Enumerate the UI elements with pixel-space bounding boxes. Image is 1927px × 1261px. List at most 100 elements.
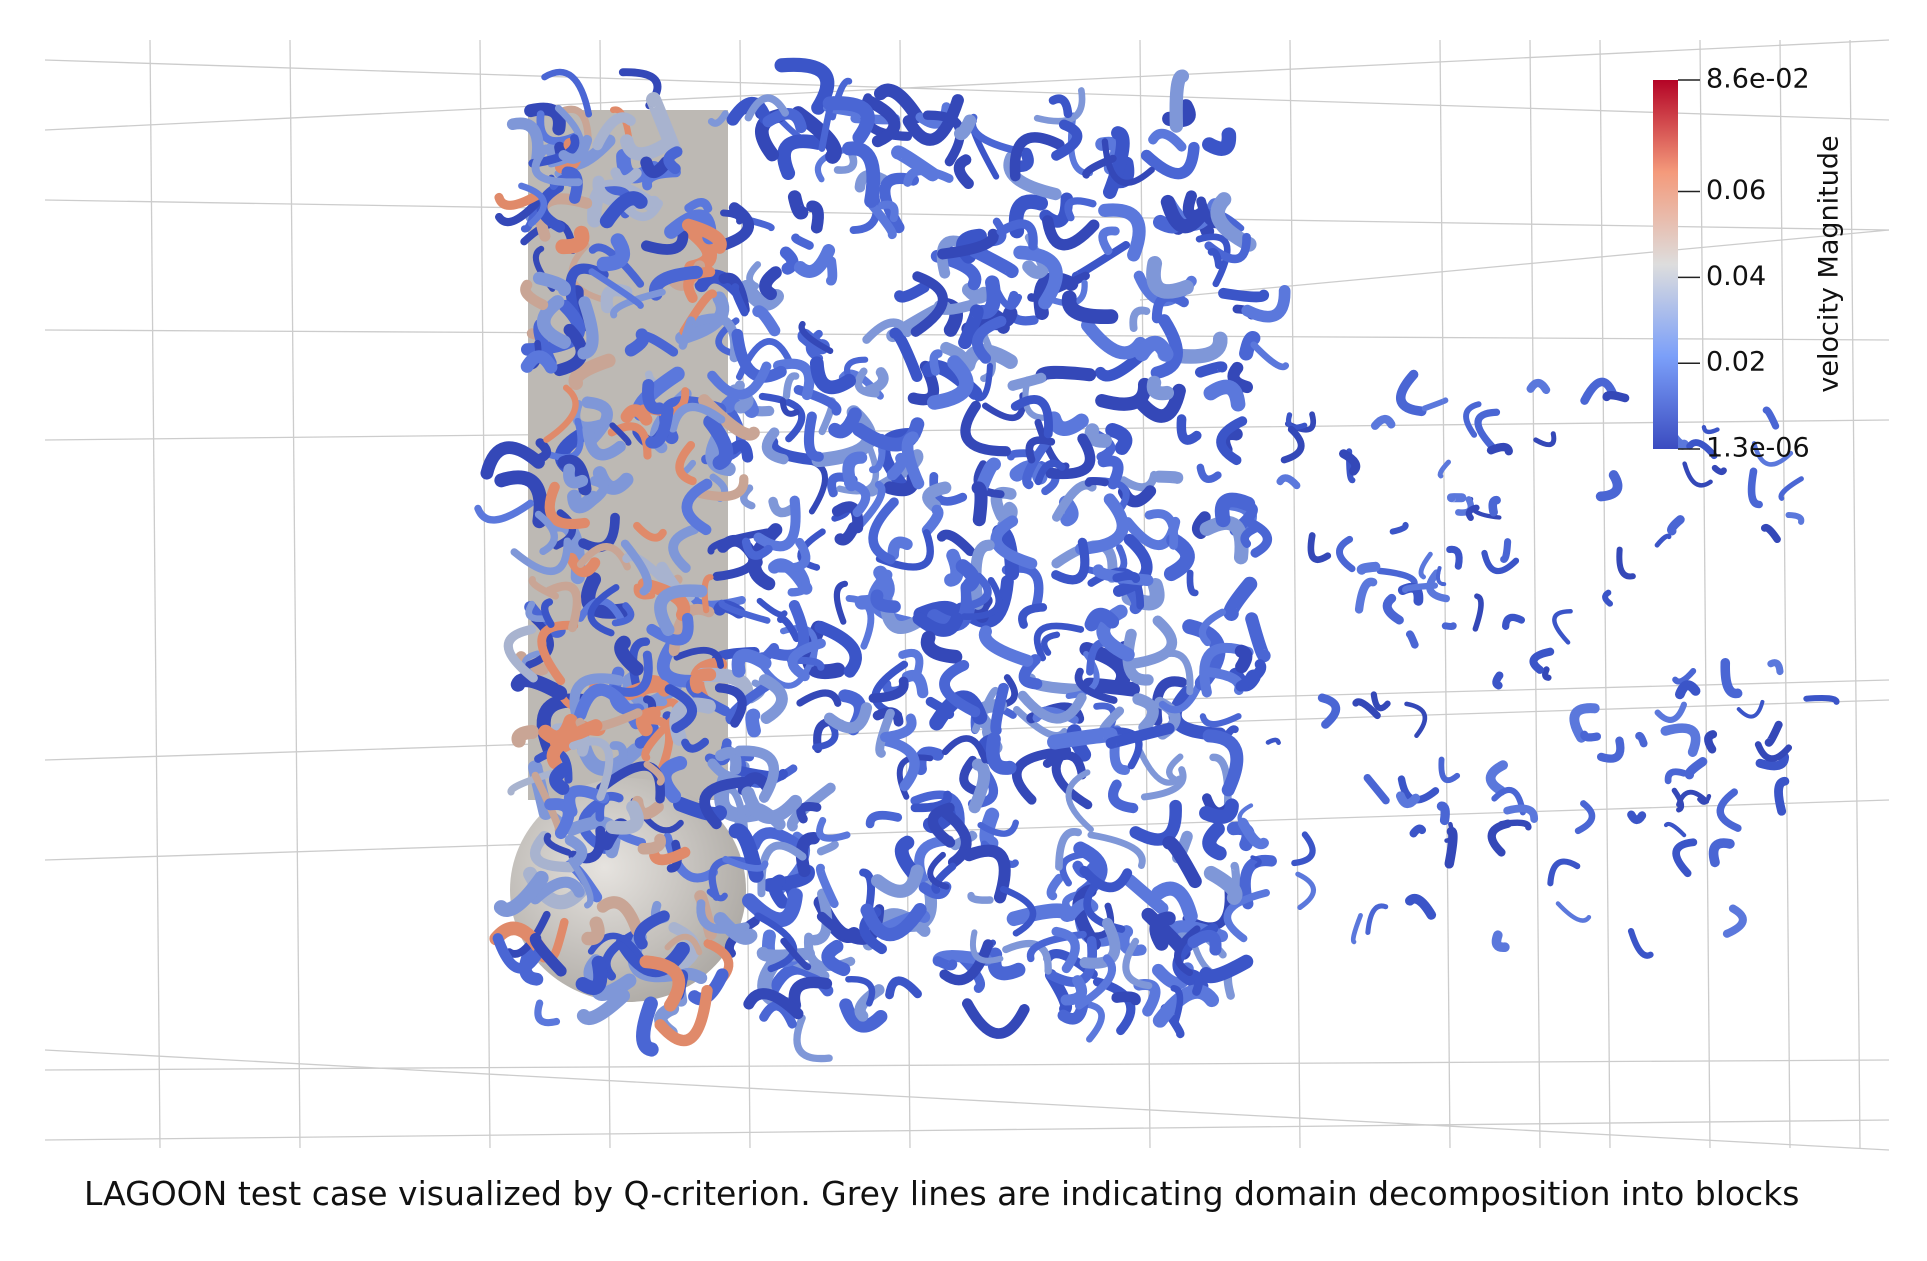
vortex	[1136, 806, 1176, 839]
vortex	[1607, 395, 1626, 398]
vortex	[1133, 310, 1146, 328]
vortex	[1241, 651, 1245, 666]
vortex	[1680, 685, 1696, 694]
vortex	[1380, 571, 1415, 584]
vortex	[1289, 415, 1305, 427]
vortex	[971, 896, 990, 901]
vortex	[1211, 873, 1235, 897]
vortex	[1153, 134, 1182, 147]
vortex	[820, 821, 847, 839]
vortex	[1668, 772, 1684, 781]
vortex	[1410, 634, 1415, 645]
vortex	[1438, 568, 1444, 584]
vortex	[809, 417, 819, 457]
vortex	[1200, 467, 1218, 479]
vortex	[960, 121, 969, 134]
vortex	[840, 528, 853, 540]
vortex	[1619, 550, 1633, 577]
vortex	[1190, 573, 1195, 593]
vortex	[1550, 862, 1577, 884]
vortex	[927, 510, 938, 530]
vortex	[1806, 698, 1836, 702]
vortex	[782, 65, 828, 108]
vortex	[1536, 434, 1554, 445]
vortex	[538, 1003, 557, 1023]
colorbar-tick-label: 8.6e-02	[1706, 64, 1810, 95]
vortex	[1720, 792, 1738, 828]
vortex	[837, 584, 845, 622]
vortex	[786, 253, 793, 269]
grid-line	[45, 60, 1889, 120]
vortex	[1504, 542, 1508, 560]
vortex	[1769, 725, 1779, 743]
vortex	[831, 261, 833, 280]
vortex	[1407, 704, 1425, 736]
vortex	[1176, 76, 1182, 126]
colorbar-tick-label: 0.02	[1706, 347, 1766, 378]
vortex	[1374, 695, 1388, 709]
vortex	[1450, 549, 1459, 566]
vortex	[1584, 735, 1597, 738]
vortex	[1211, 387, 1238, 404]
vortex	[1425, 400, 1446, 408]
vortex	[1725, 663, 1737, 694]
vortex	[1657, 536, 1669, 545]
vortex	[928, 638, 956, 657]
vortex	[1252, 619, 1264, 656]
vortex	[1375, 419, 1391, 426]
grid-line	[45, 200, 1889, 230]
vortex	[895, 333, 917, 376]
colorbar-axis: 8.6e-020.060.040.021.3e-06	[1678, 64, 1810, 464]
vortex	[1353, 915, 1360, 941]
vortex	[1359, 582, 1373, 610]
vortex	[1113, 785, 1133, 808]
grid-line	[480, 40, 490, 1148]
colorbar-title: velocity Magnitude	[1814, 135, 1845, 392]
grid-line	[290, 40, 300, 1148]
vortex	[1771, 663, 1780, 672]
vortex	[775, 881, 782, 902]
vortex	[821, 844, 835, 851]
vortex	[655, 852, 685, 860]
vortex	[812, 206, 818, 227]
grid-line	[45, 1120, 1889, 1140]
vortex	[1414, 829, 1422, 834]
vortex	[1478, 412, 1496, 446]
vortex	[1491, 765, 1503, 791]
vortex	[1441, 806, 1445, 820]
vortex	[1631, 931, 1650, 956]
vortex	[478, 503, 530, 520]
vortex	[1704, 427, 1718, 432]
vortex	[1051, 878, 1059, 896]
vortex	[1210, 672, 1239, 690]
vortex	[1387, 598, 1399, 620]
vortex	[1765, 528, 1778, 540]
vortex	[1401, 375, 1422, 412]
vortex	[1484, 553, 1516, 571]
vortex	[1203, 716, 1239, 724]
vortex	[794, 982, 826, 1004]
vortex	[1708, 734, 1713, 749]
vortex	[1368, 906, 1386, 933]
vortex	[801, 806, 817, 818]
vortex	[1022, 607, 1043, 624]
vortex	[1042, 372, 1090, 375]
vortex	[1181, 419, 1196, 440]
vortex	[1231, 584, 1250, 613]
vortex	[1689, 762, 1703, 775]
vortex	[800, 693, 838, 703]
visualization: 8.6e-020.060.040.021.3e-06 velocity Magn…	[0, 0, 1927, 1160]
vortex	[1441, 760, 1457, 781]
vortex	[1393, 525, 1406, 532]
colorbar	[1653, 80, 1678, 449]
vortex	[800, 251, 828, 272]
vortex	[1758, 744, 1789, 758]
vortex	[1245, 528, 1257, 544]
vortex	[890, 981, 918, 995]
vortex	[1421, 554, 1430, 577]
colorbar-tick-label: 1.3e-06	[1706, 433, 1810, 464]
grid-line	[1290, 40, 1300, 1148]
vortex	[1254, 345, 1286, 367]
vortex	[643, 1004, 651, 1050]
vortex	[985, 632, 1027, 661]
